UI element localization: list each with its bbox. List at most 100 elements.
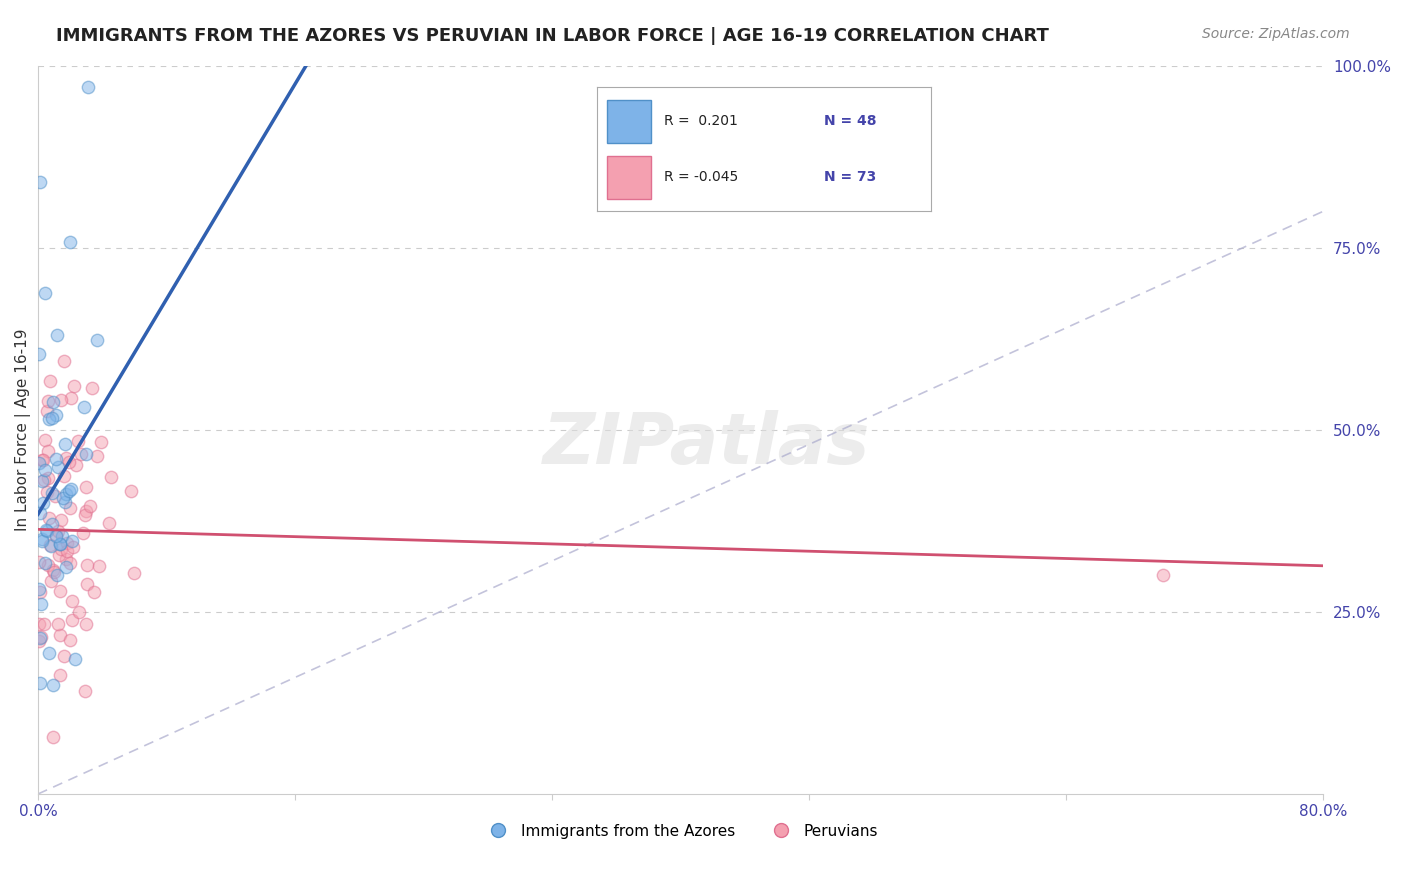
Point xyxy=(35,523,58,537)
Point xyxy=(49,584,72,599)
Point xyxy=(34,556,56,570)
Point xyxy=(1152,568,1174,582)
Point xyxy=(53,495,76,509)
Point xyxy=(37,393,59,408)
Point xyxy=(45,328,67,343)
Point xyxy=(60,533,83,548)
Point xyxy=(53,437,76,451)
Point xyxy=(31,496,53,510)
Point xyxy=(59,500,82,515)
Point xyxy=(75,504,97,518)
Point xyxy=(120,484,142,499)
Point xyxy=(37,471,59,485)
Text: ZIPatlas: ZIPatlas xyxy=(543,410,870,479)
Point xyxy=(67,605,90,619)
Point xyxy=(55,551,77,566)
Point xyxy=(76,80,98,95)
Point xyxy=(65,652,87,666)
Point xyxy=(56,536,79,550)
Point xyxy=(49,536,72,550)
Point xyxy=(42,730,65,744)
Point xyxy=(75,480,97,494)
Point xyxy=(37,558,59,572)
Point xyxy=(46,617,69,632)
Point xyxy=(63,379,86,393)
Point xyxy=(48,548,70,562)
Point xyxy=(34,286,56,301)
Point xyxy=(45,408,67,422)
Point xyxy=(28,347,51,361)
Point xyxy=(55,451,77,466)
Point xyxy=(86,333,108,347)
Point xyxy=(28,456,51,470)
Point xyxy=(65,458,87,472)
Point xyxy=(35,403,58,417)
Point xyxy=(35,524,58,538)
Point xyxy=(42,563,65,577)
Point xyxy=(86,449,108,463)
Point xyxy=(34,462,56,476)
Point xyxy=(30,584,52,599)
Point xyxy=(53,469,76,483)
Point xyxy=(30,630,52,644)
Point xyxy=(53,354,76,368)
Point xyxy=(55,487,77,501)
Point xyxy=(28,175,51,189)
Point xyxy=(34,434,56,448)
Point xyxy=(51,528,73,542)
Point xyxy=(75,617,97,632)
Point xyxy=(49,541,72,556)
Point xyxy=(31,453,53,467)
Point xyxy=(28,582,51,596)
Point xyxy=(46,459,69,474)
Point xyxy=(45,452,67,467)
Point xyxy=(59,556,82,570)
Point xyxy=(39,539,62,553)
Point xyxy=(73,400,96,414)
Point xyxy=(75,684,97,698)
Point xyxy=(62,613,84,627)
Point xyxy=(72,526,94,541)
Point xyxy=(39,374,62,388)
Point xyxy=(53,649,76,664)
Point xyxy=(38,538,60,552)
Point xyxy=(28,633,51,648)
Point xyxy=(58,455,80,469)
Point xyxy=(87,558,110,573)
Point xyxy=(42,395,65,409)
Point xyxy=(28,555,51,569)
Point xyxy=(42,677,65,691)
Point xyxy=(28,617,51,632)
Point xyxy=(59,633,82,648)
Point xyxy=(52,491,75,505)
Point xyxy=(41,516,63,531)
Point xyxy=(90,434,112,449)
Point xyxy=(45,528,67,542)
Point xyxy=(75,508,97,522)
Point xyxy=(42,565,65,579)
Point xyxy=(41,410,63,425)
Point xyxy=(28,676,51,690)
Point xyxy=(82,381,104,395)
Point xyxy=(38,646,60,660)
Point xyxy=(69,447,91,461)
Point xyxy=(30,631,52,645)
Point xyxy=(38,412,60,426)
Point xyxy=(79,499,101,513)
Point xyxy=(32,453,55,467)
Point xyxy=(39,574,62,588)
Point xyxy=(75,447,97,461)
Text: IMMIGRANTS FROM THE AZORES VS PERUVIAN IN LABOR FORCE | AGE 16-19 CORRELATION CH: IMMIGRANTS FROM THE AZORES VS PERUVIAN I… xyxy=(56,27,1049,45)
Point xyxy=(58,484,80,499)
Point xyxy=(31,533,53,548)
Text: Source: ZipAtlas.com: Source: ZipAtlas.com xyxy=(1202,27,1350,41)
Point xyxy=(49,393,72,408)
Point xyxy=(32,474,55,488)
Point xyxy=(59,235,82,250)
Point xyxy=(98,516,121,530)
Point xyxy=(31,474,53,488)
Point xyxy=(28,506,51,520)
Point xyxy=(45,528,67,542)
Point xyxy=(48,537,70,551)
Point xyxy=(60,594,83,608)
